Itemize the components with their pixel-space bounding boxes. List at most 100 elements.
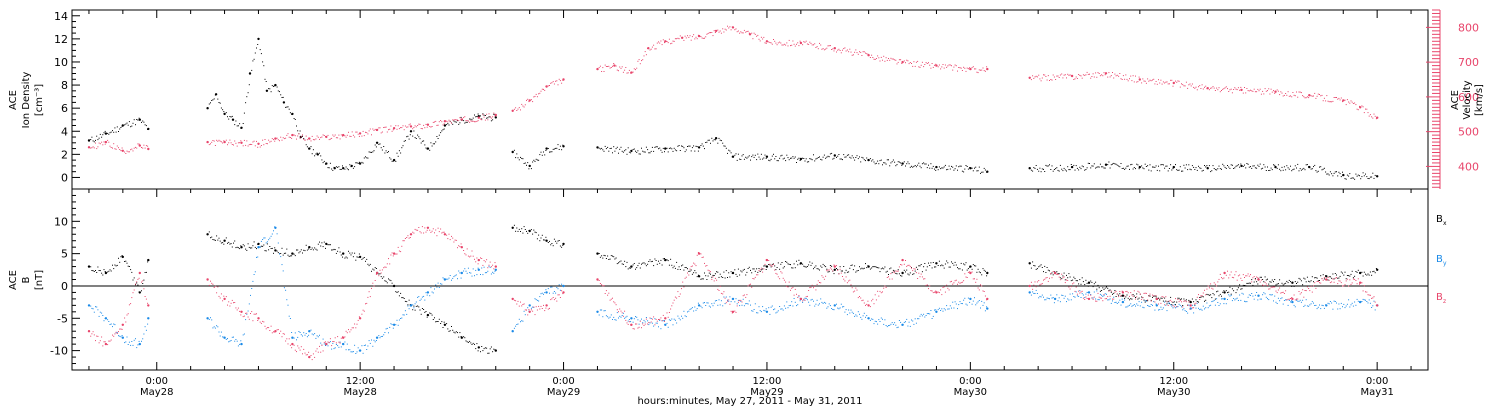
velocity-point [545, 85, 548, 88]
bz-dot [848, 280, 850, 282]
bz-dot [407, 235, 409, 237]
by-dot [1114, 302, 1116, 303]
bx-dot [1303, 277, 1305, 279]
velocity-point [969, 67, 972, 71]
density-dot [1148, 169, 1150, 171]
velocity-dot [848, 51, 850, 53]
density-dot [482, 113, 484, 115]
density-dot [99, 133, 101, 135]
velocity-dot [882, 59, 883, 61]
velocity-dot [308, 137, 310, 139]
bz-dot [1049, 277, 1050, 279]
velocity-dot [392, 129, 394, 131]
bz-dot [245, 312, 247, 314]
velocity-dot [256, 140, 257, 142]
by-dot [874, 320, 876, 322]
density-dot [516, 153, 518, 155]
bz-dot [1362, 290, 1364, 292]
bz-dot [851, 287, 853, 289]
by-dot [356, 351, 358, 353]
velocity-dot [781, 44, 783, 46]
velocity-dot [626, 72, 628, 74]
density-dot [751, 156, 753, 158]
bx-dot [735, 273, 737, 275]
velocity-dot [850, 51, 852, 53]
density-dot [481, 118, 483, 120]
bz-dot [975, 281, 977, 283]
bx-dot [1302, 284, 1304, 286]
velocity-dot [1373, 113, 1375, 115]
bz-point [562, 291, 565, 294]
bx-dot [332, 249, 334, 251]
bx-dot [895, 272, 897, 274]
density-dot [1137, 164, 1139, 166]
density-dot [809, 158, 811, 160]
density-dot [1234, 167, 1236, 169]
bz-dot [599, 283, 601, 284]
bz-dot [1352, 278, 1354, 280]
by-dot [1282, 303, 1284, 305]
bz-dot [660, 317, 662, 319]
bz-dot [536, 309, 538, 311]
bz-dot [441, 232, 443, 234]
bz-point [375, 271, 379, 275]
bz-dot [1177, 299, 1179, 300]
bx-dot [242, 244, 244, 246]
density-dot [1152, 166, 1153, 168]
velocity-dot [840, 52, 842, 54]
bx-dot [976, 271, 978, 273]
bz-dot [932, 292, 934, 294]
velocity-dot [366, 132, 368, 134]
bx-dot [770, 266, 772, 268]
by-dot [1256, 292, 1258, 293]
velocity-dot [741, 32, 743, 34]
density-point [316, 153, 319, 156]
density-dot [845, 156, 847, 158]
density-dot [815, 158, 817, 160]
density-dot [349, 164, 351, 166]
bx-dot [892, 269, 894, 271]
bx-dot [1229, 286, 1231, 288]
velocity-dot [1142, 78, 1144, 80]
bz-dot [429, 229, 431, 231]
velocity-dot [118, 147, 119, 149]
velocity-dot [681, 37, 682, 39]
bx-dot [768, 264, 770, 265]
bz-dot [1062, 277, 1064, 279]
by-dot [103, 320, 105, 322]
by-dot [1078, 295, 1080, 297]
by-dot [1369, 302, 1371, 304]
density-dot [1067, 166, 1069, 168]
velocity-dot [770, 42, 772, 44]
by-dot [488, 265, 490, 267]
velocity-dot [97, 146, 99, 148]
by-dot [897, 326, 899, 328]
by-dot [1150, 304, 1152, 305]
bx-dot [1325, 275, 1327, 277]
by-dot [942, 310, 944, 312]
bz-dot [770, 265, 772, 267]
bz-dot [863, 302, 865, 304]
density-dot [1288, 168, 1290, 170]
bz-dot [813, 287, 814, 289]
bx-dot [655, 260, 657, 261]
bz-point [358, 317, 362, 320]
bz-dot [961, 281, 963, 283]
bz-dot [1030, 281, 1032, 283]
bx-dot [545, 236, 547, 238]
bz-dot [672, 302, 674, 304]
velocity-dot [637, 60, 639, 62]
bz-dot [742, 295, 744, 297]
bz-dot [782, 277, 784, 279]
bz-dot [247, 316, 249, 318]
bz-dot [819, 282, 820, 283]
density-dot [1363, 175, 1365, 177]
bx-dot [980, 272, 981, 274]
bx-dot [438, 318, 440, 320]
bz-dot [1287, 298, 1289, 300]
by-dot [1188, 304, 1190, 306]
bz-dot [951, 280, 952, 282]
bz-dot [113, 335, 115, 337]
bz-dot [1262, 284, 1264, 286]
bz-dot [1061, 273, 1063, 275]
